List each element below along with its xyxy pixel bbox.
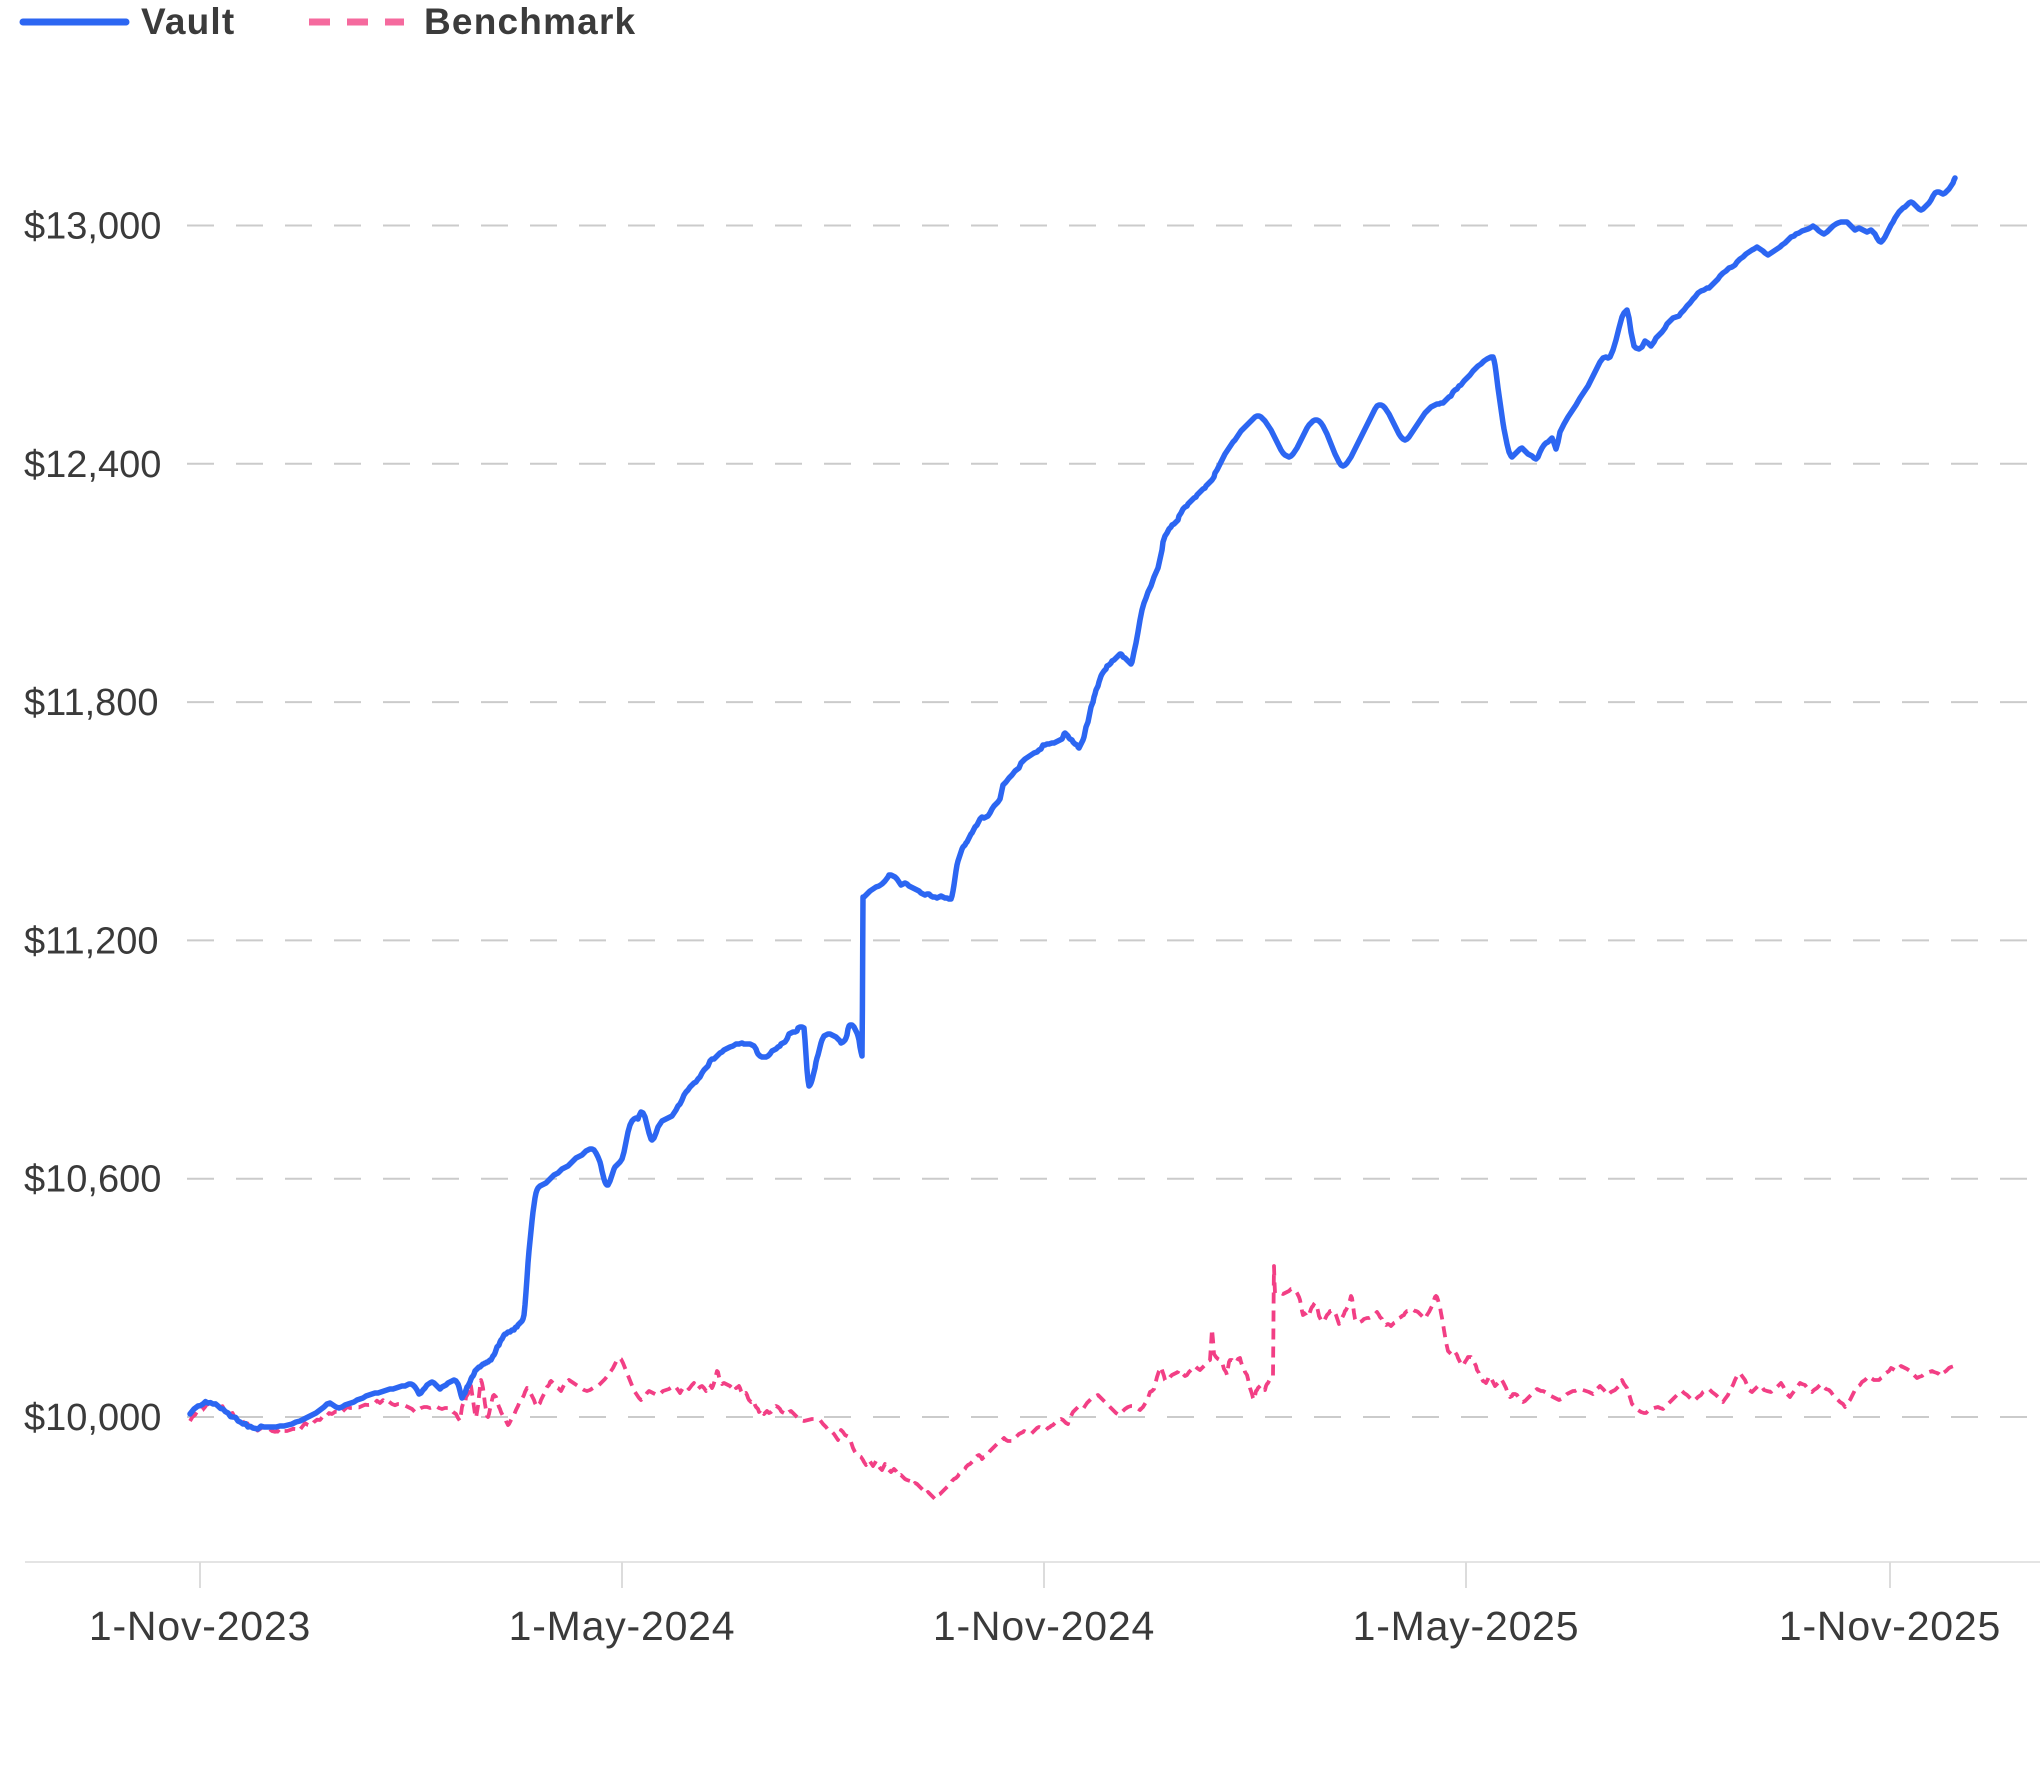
svg-text:1-Nov-2024: 1-Nov-2024 xyxy=(933,1603,1155,1649)
svg-text:$11,200: $11,200 xyxy=(24,920,159,962)
svg-text:1-May-2025: 1-May-2025 xyxy=(1353,1603,1580,1649)
svg-text:Vault: Vault xyxy=(141,1,235,42)
svg-text:$10,000: $10,000 xyxy=(24,1397,161,1439)
svg-text:Benchmark: Benchmark xyxy=(424,1,636,42)
svg-text:1-May-2024: 1-May-2024 xyxy=(509,1603,736,1649)
svg-text:$12,400: $12,400 xyxy=(24,444,161,486)
svg-text:$13,000: $13,000 xyxy=(24,206,161,248)
svg-text:$11,800: $11,800 xyxy=(24,682,159,724)
svg-text:1-Nov-2025: 1-Nov-2025 xyxy=(1779,1603,2001,1649)
svg-text:$10,600: $10,600 xyxy=(24,1159,161,1201)
svg-text:1-Nov-2023: 1-Nov-2023 xyxy=(89,1603,311,1649)
